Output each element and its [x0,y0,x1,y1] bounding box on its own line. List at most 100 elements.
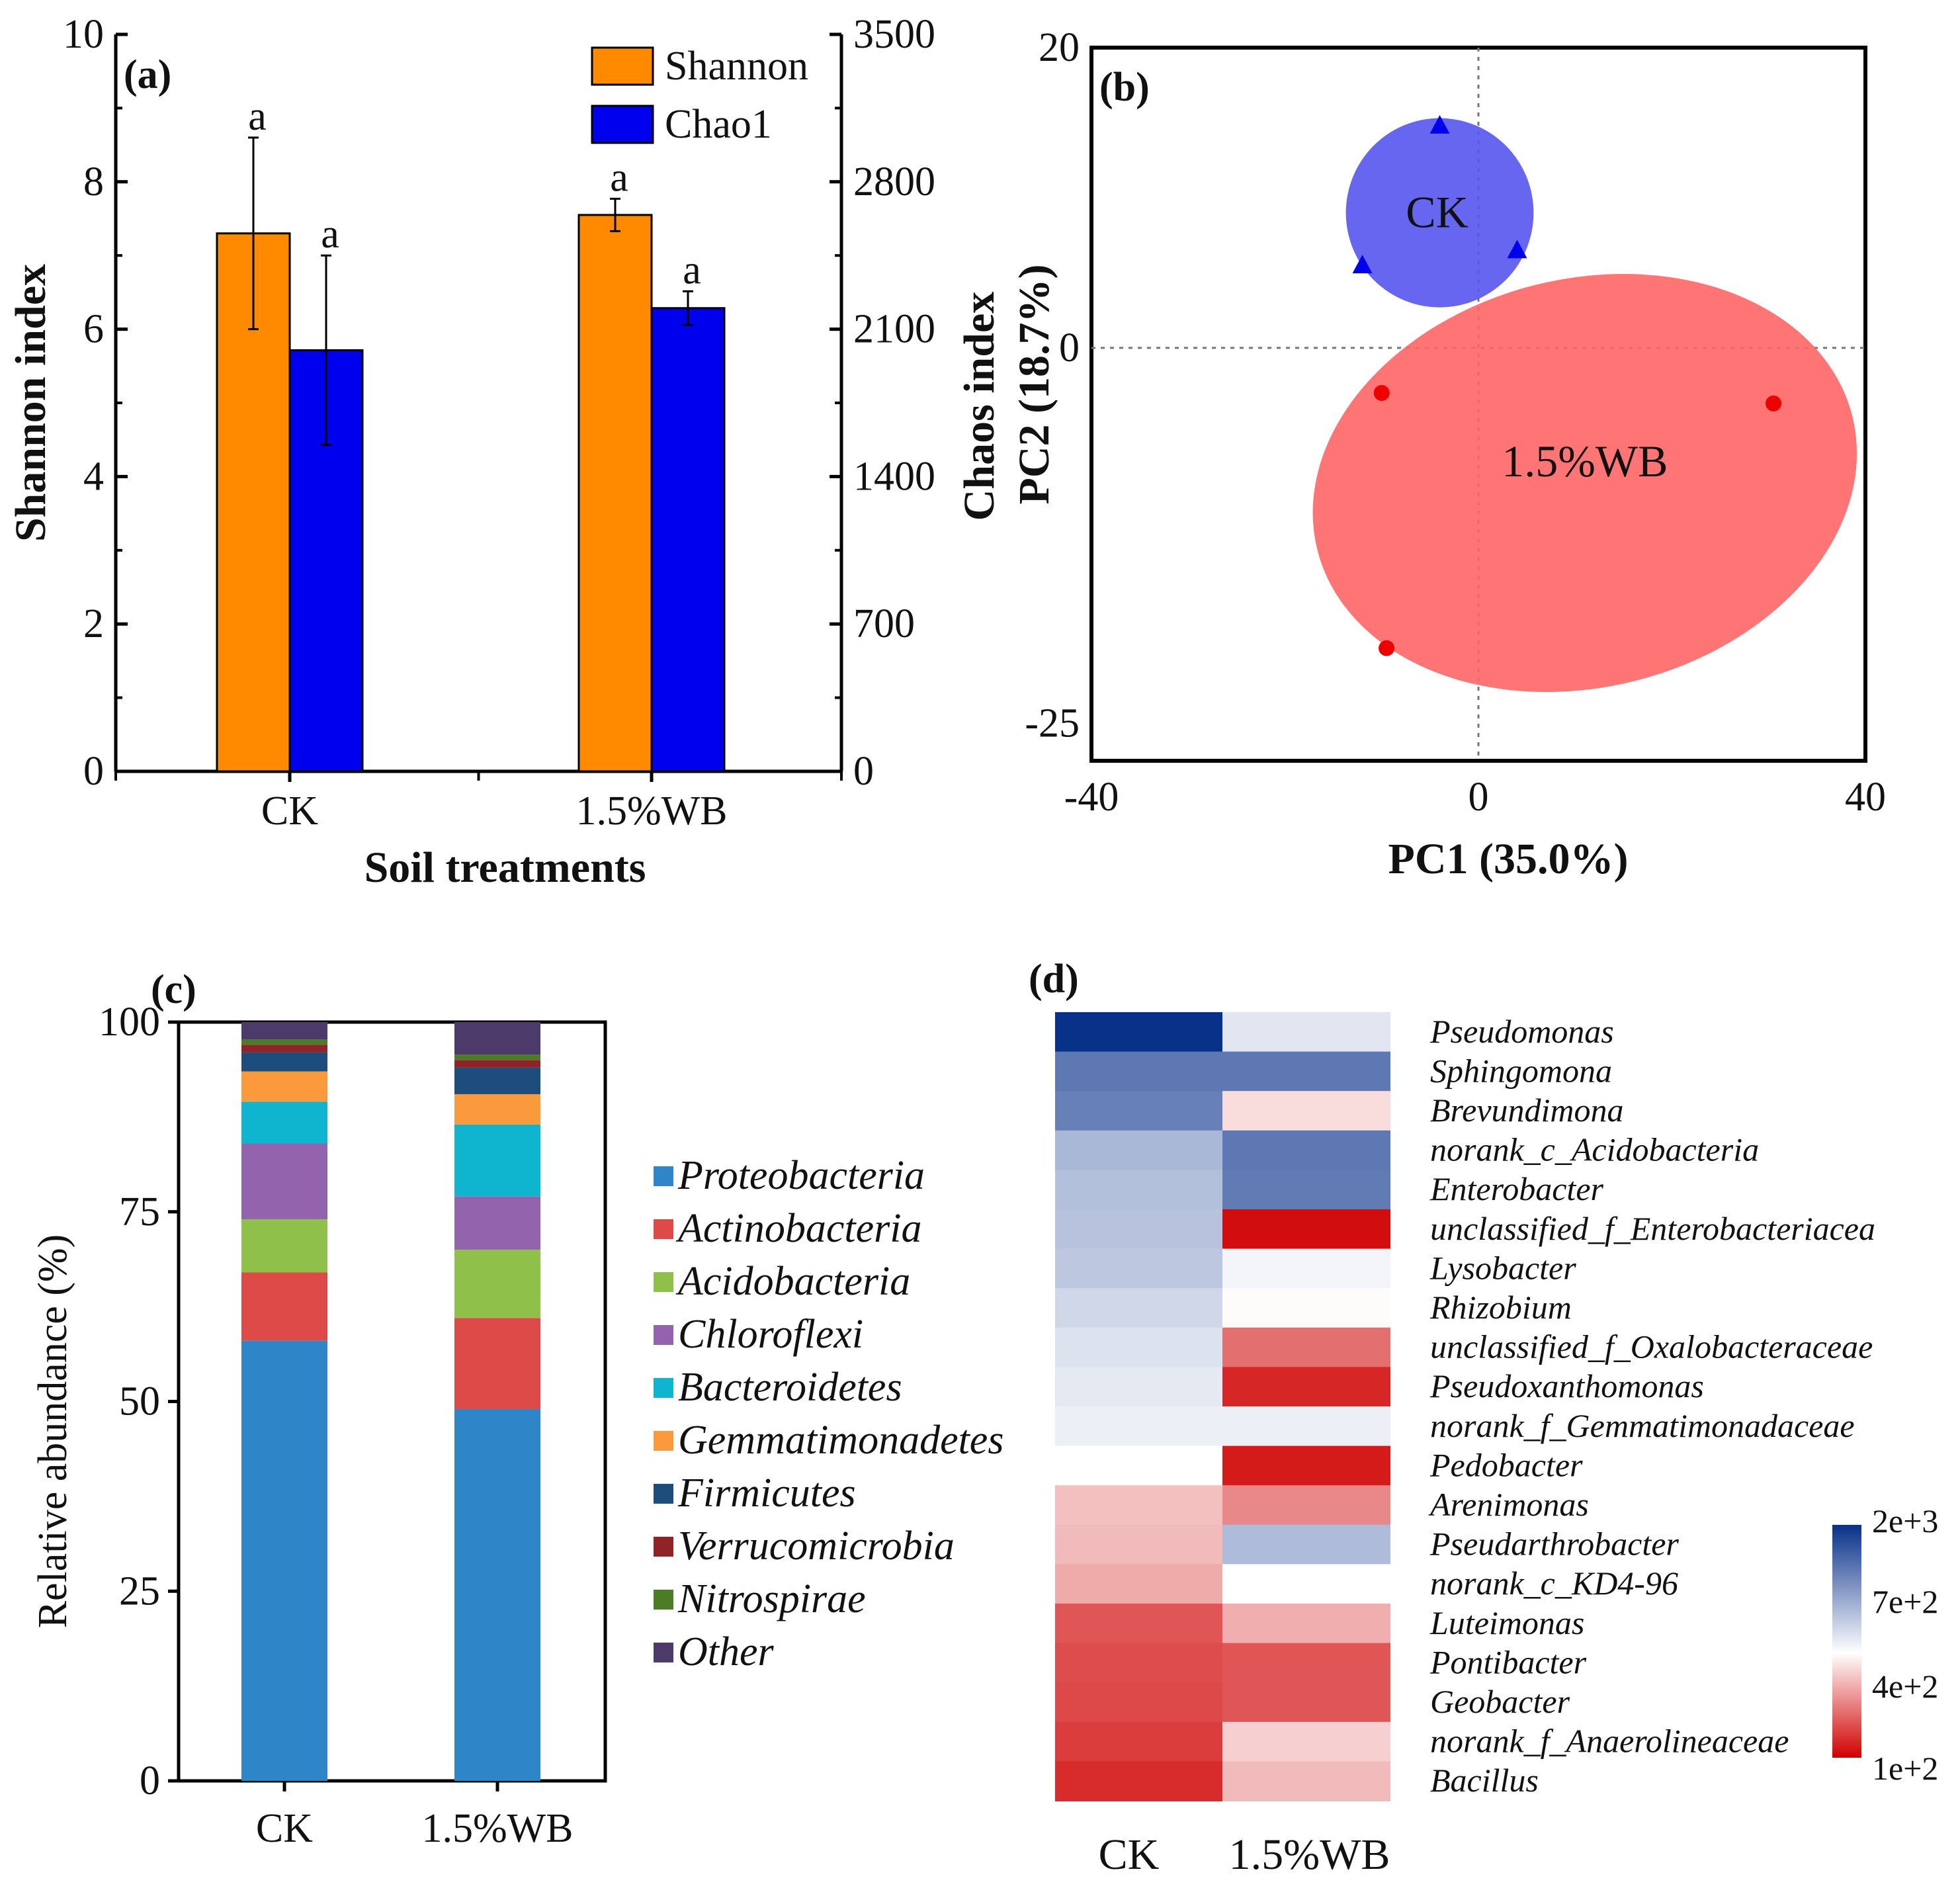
panel-c-segment-actinobacteria-1-5-wb [454,1318,540,1409]
panel-c-segment-other-ck [241,1022,327,1040]
panel-c-y-tick-label: 100 [99,1000,160,1045]
panel-d-cell-norank-f-gemmatimonadaceae-1-5-wb [1222,1406,1390,1447]
panel-d-cell-pseudomonas-ck [1055,1012,1223,1053]
panel-d-cell-luteimonas-1-5-wb [1222,1604,1390,1644]
panel-c-segment-actinobacteria-ck [241,1272,327,1341]
panel-c-segment-verrucomicrobia-ck [241,1045,327,1053]
panel-a-left-tick-label: 0 [83,749,104,794]
panel-c-y-label: Relative abundance (%) [30,1234,75,1629]
panel-d-cell-unclassified-f-oxalobacteraceae-ck [1055,1327,1223,1368]
panel-c-legend-swatch-actinobacteria [654,1219,673,1239]
panel-d-cell-geobacter-ck [1055,1682,1223,1723]
panel-a-left-tick-label: 2 [83,601,104,646]
panel-c-legend-swatch-proteobacteria [654,1166,673,1186]
panel-c-segment-bacteroidetes-1-5-wb [454,1124,540,1197]
panel-c-legend-swatch-gemmatimonadetes [654,1431,673,1451]
panel-d-row-label: Pseudoxanthomonas [1429,1367,1704,1404]
panel-d-cell-unclassified-f-enterobacteriacea-1-5-wb [1222,1209,1390,1250]
panel-d-cell-norank-c-kd4-96-ck [1055,1564,1223,1604]
panel-d-cell-unclassified-f-enterobacteriacea-ck [1055,1209,1223,1250]
panel-d-row-label: Arenimonas [1428,1486,1589,1523]
panel-d-cell-pontibacter-ck [1055,1643,1223,1684]
panel-b-x-tick-label: -40 [1064,775,1119,820]
panel-c-legend-label-nitrospirae: Nitrospirae [677,1576,866,1621]
panel-d-cell-pseudarthrobacter-1-5-wb [1222,1524,1390,1565]
panel-b-y-tick-label: -25 [1025,701,1080,746]
panel-d-cell-enterobacter-1-5-wb [1222,1170,1390,1210]
panel-a-significance-letter: a [321,212,339,257]
panel-d-cell-rhizobium-1-5-wb [1222,1288,1390,1328]
panel-c-legend-label-chloroflexi: Chloroflexi [678,1312,863,1357]
panel-b-y-tick-label: 20 [1039,25,1080,70]
panel-a-right-tick-label: 0 [853,749,874,794]
panel-c-legend-label-firmicutes: Firmicutes [677,1471,856,1516]
panel-d-row-label: norank_c_KD4-96 [1430,1565,1678,1602]
panel-d-row-label: norank_f_Gemmatimonadaceae [1430,1407,1855,1444]
panel-b-point-1-5-wb [1379,640,1395,656]
panel-c-legend-label-gemmatimonadetes: Gemmatimonadetes [678,1418,1003,1463]
panel-d-row-label: norank_c_Acidobacteria [1430,1131,1759,1168]
panel-d-label: (d) [1029,957,1079,1002]
panel-d-row-label: Rhizobium [1429,1289,1572,1326]
panel-c-y-tick-label: 50 [119,1379,160,1424]
panel-d-cell-bacillus-ck [1055,1761,1223,1801]
panel-d-cell-norank-c-acidobacteria-1-5-wb [1222,1130,1390,1171]
panel-d-cell-norank-c-acidobacteria-ck [1055,1130,1223,1171]
panel-b-x-tick-label: 40 [1845,775,1886,820]
panel-a-y-label: Shannon index [7,264,55,542]
panel-b-x-tick-label: 0 [1469,775,1489,820]
panel-d-cell-enterobacter-ck [1055,1170,1223,1210]
panel-a-legend-label-chao1: Chao1 [665,102,772,147]
panel-c-legend-label-other: Other [678,1629,775,1674]
panel-d-row-label: Pontibacter [1429,1643,1587,1680]
panel-d-cell-pedobacter-1-5-wb [1222,1445,1390,1486]
panel-c-segment-proteobacteria-ck [241,1340,327,1781]
panel-a-label: (a) [124,52,171,97]
panel-a-significance-letter: a [610,155,628,200]
panel-d-row-label: unclassified_f_Oxalobacteraceae [1430,1328,1873,1365]
panel-d-cell-brevundimona-ck [1055,1091,1223,1131]
panel-d-row-label: norank_f_Anaerolineaceae [1430,1723,1789,1760]
panel-c-legend-label-verrucomicrobia: Verrucomicrobia [678,1524,955,1569]
panel-a-left-tick-label: 8 [83,159,104,204]
panel-d-row-label: Lysobacter [1429,1249,1576,1286]
panel-c-segment-gemmatimonadetes-1-5-wb [454,1094,540,1125]
panel-a-right-tick-label: 2800 [853,159,935,204]
panel-c-legend-label-actinobacteria: Actinobacteria [675,1206,921,1251]
panel-d-column-label: 1.5%WB [1229,1830,1390,1879]
panel-b-group-label-1-5-wb: 1.5%WB [1502,436,1668,486]
panel-c-legend-label-bacteroidetes: Bacteroidetes [678,1365,902,1410]
panel-d-cell-pontibacter-1-5-wb [1222,1643,1390,1684]
panel-a-category-label: CK [261,789,318,834]
panel-d-cell-sphingomona-ck [1055,1051,1223,1092]
panel-d-colorbar-tick-label: 4e+2 [1872,1668,1938,1705]
panel-b-ellipse-ck [1345,118,1534,308]
panel-b-point-1-5-wb [1373,384,1390,401]
panel-b-group-label-ck: CK [1406,187,1468,237]
panel-a-y2-label: Chaos index [955,292,1003,521]
panel-d-row-label: Luteimonas [1429,1604,1584,1641]
panel-c-legend-label-acidobacteria: Acidobacteria [675,1259,910,1304]
panel-a-right-tick-label: 700 [853,601,915,646]
panel-d-cell-bacillus-1-5-wb [1222,1761,1390,1801]
panel-d-cell-unclassified-f-oxalobacteraceae-1-5-wb [1222,1327,1390,1368]
panel-a-legend-swatch-chao1 [591,105,654,144]
panel-a-left-tick-label: 4 [83,454,104,499]
panel-c-category-label: CK [256,1806,313,1851]
panel-c-segment-other-1-5-wb [454,1022,540,1055]
panel-d-cell-lysobacter-1-5-wb [1222,1248,1390,1289]
panel-d-row-label: Pseudarthrobacter [1429,1526,1679,1563]
panel-d-cell-pseudarthrobacter-ck [1055,1524,1223,1565]
panel-c-legend-swatch-verrucomicrobia [654,1537,673,1557]
panel-c-segment-acidobacteria-ck [241,1219,327,1273]
panel-d-cell-brevundimona-1-5-wb [1222,1091,1390,1131]
panel-c-legend-swatch-bacteroidetes [654,1378,673,1398]
panel-d-colorbar-tick-label: 1e+2 [1872,1750,1938,1787]
panel-b-point-ck [1507,239,1527,259]
panel-b-ellipse-1-5-wb [1312,274,1857,693]
panel-c-segment-verrucomicrobia-1-5-wb [454,1060,540,1068]
panel-d-cell-sphingomona-1-5-wb [1222,1051,1390,1092]
panel-a-legend-swatch-shannon [591,46,654,86]
panel-a-significance-letter: a [248,94,267,139]
panel-c-segment-nitrospirae-ck [241,1039,327,1045]
